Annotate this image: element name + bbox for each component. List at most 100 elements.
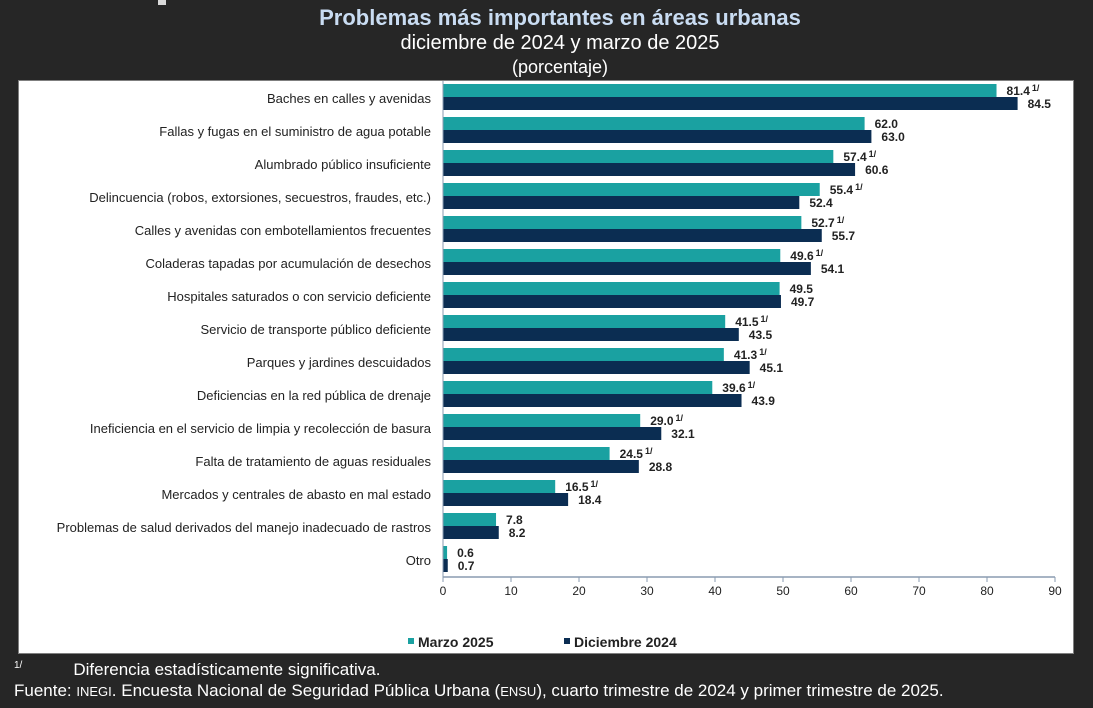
x-tick-label: 90 — [1048, 584, 1062, 598]
data-label: 57.4 1/ — [843, 149, 876, 164]
data-label: 63.0 — [881, 130, 905, 144]
category-label: Coladeras tapadas por acumulación de des… — [146, 256, 432, 271]
bar-marzo-2025 — [443, 282, 780, 295]
data-label: 0.6 — [457, 546, 474, 560]
x-tick-label: 0 — [440, 584, 447, 598]
category-label: Deficiencias en la red pública de drenaj… — [197, 388, 431, 403]
data-label: 28.8 — [649, 460, 673, 474]
bar-marzo-2025 — [443, 480, 556, 493]
category-label: Parques y jardines descuidados — [247, 355, 432, 370]
bar-marzo-2025 — [443, 117, 865, 130]
data-label: 60.6 — [865, 163, 889, 177]
data-label: 49.7 — [791, 295, 815, 309]
chart-title: Problemas más importantes en áreas urban… — [319, 5, 801, 30]
data-label: 55.4 1/ — [830, 182, 863, 197]
bar-marzo-2025 — [443, 381, 713, 394]
source-text-1: . Encuesta Nacional de Seguridad Pública… — [111, 681, 501, 700]
legend-swatch — [564, 638, 570, 644]
category-label: Servicio de transporte público deficient… — [200, 322, 431, 337]
bar-marzo-2025 — [443, 183, 820, 196]
data-label: 7.8 — [506, 513, 523, 527]
bar-diciembre-2024 — [443, 559, 448, 572]
bar-marzo-2025 — [443, 249, 781, 262]
category-label: Ineficiencia en el servicio de limpia y … — [90, 421, 432, 436]
bar-marzo-2025 — [443, 84, 997, 97]
bar-diciembre-2024 — [443, 460, 639, 473]
chart-panel: Baches en calles y avenidas 81.4 1/84.5 Fal… — [18, 80, 1074, 654]
legend-marzo-2025: Marzo 2025 — [418, 634, 494, 650]
category-label: Baches en calles y avenidas — [267, 91, 432, 106]
data-label: 49.5 — [790, 282, 814, 296]
data-label: 41.3 1/ — [734, 347, 767, 362]
data-label: 39.6 1/ — [722, 380, 755, 395]
x-tick-label: 10 — [504, 584, 518, 598]
footnote: 1/Diferencia estadísticamente significat… — [14, 660, 380, 680]
category-label: Calles y avenidas con embotellamientos f… — [135, 223, 432, 238]
bar-diciembre-2024 — [443, 229, 822, 242]
bar-diciembre-2024 — [443, 295, 781, 308]
category-label: Problemas de salud derivados del manejo … — [57, 520, 432, 535]
data-label: 24.5 1/ — [620, 446, 653, 461]
data-label: 32.1 — [671, 427, 695, 441]
x-tick-label: 70 — [912, 584, 926, 598]
category-label: Otro — [406, 553, 431, 568]
data-label: 45.1 — [760, 361, 784, 375]
bar-diciembre-2024 — [443, 394, 742, 407]
bar-diciembre-2024 — [443, 130, 872, 143]
bar-marzo-2025 — [443, 315, 726, 328]
bar-marzo-2025 — [443, 348, 724, 361]
data-label: 81.4 1/ — [1007, 83, 1040, 98]
bar-diciembre-2024 — [443, 262, 811, 275]
footnote-text: Diferencia estadísticamente significativ… — [73, 660, 381, 679]
source-line: Fuente: INEGI. Encuesta Nacional de Segu… — [14, 681, 944, 701]
data-label: 8.2 — [509, 526, 526, 540]
source-abbr: ENSU — [500, 684, 537, 699]
category-label: Delincuencia (robos, extorsiones, secues… — [89, 190, 431, 205]
bar-diciembre-2024 — [443, 493, 569, 506]
category-label: Falta de tratamiento de aguas residuales — [195, 454, 431, 469]
data-label: 41.5 1/ — [735, 314, 768, 329]
bar-diciembre-2024 — [443, 196, 800, 209]
bar-diciembre-2024 — [443, 427, 662, 440]
data-label: 29.0 1/ — [650, 413, 683, 428]
x-tick-label: 50 — [776, 584, 790, 598]
x-tick-label: 40 — [708, 584, 722, 598]
bar-marzo-2025 — [443, 414, 641, 427]
x-tick-label: 60 — [844, 584, 858, 598]
legend-swatch — [408, 638, 414, 644]
source-label: Fuente: — [14, 681, 72, 700]
data-label: 18.4 — [578, 493, 602, 507]
data-label: 43.9 — [752, 394, 776, 408]
bar-marzo-2025 — [443, 447, 610, 460]
category-label: Alumbrado público insuficiente — [255, 157, 431, 172]
data-label: 52.4 — [809, 196, 833, 210]
footnote-mark: 1/ — [14, 660, 23, 671]
bar-diciembre-2024 — [443, 526, 499, 539]
bar-diciembre-2024 — [443, 97, 1018, 110]
data-label: 62.0 — [875, 117, 899, 131]
data-label: 54.1 — [821, 262, 845, 276]
corner-mark — [158, 0, 166, 5]
bar-marzo-2025 — [443, 216, 802, 229]
bar-marzo-2025 — [443, 150, 834, 163]
source-text-2: ), cuarto trimestre de 2024 y primer tri… — [536, 681, 944, 700]
bar-marzo-2025 — [443, 513, 497, 526]
x-tick-label: 80 — [980, 584, 994, 598]
data-label: 43.5 — [749, 328, 773, 342]
source-org: INEGI — [76, 684, 112, 699]
bar-marzo-2025 — [443, 546, 448, 559]
bar-diciembre-2024 — [443, 328, 739, 341]
bar-chart: Baches en calles y avenidas 81.4 1/84.5 Fal… — [57, 81, 1062, 650]
x-tick-label: 20 — [572, 584, 586, 598]
data-label: 49.6 1/ — [790, 248, 823, 263]
data-label: 84.5 — [1028, 97, 1052, 111]
bar-diciembre-2024 — [443, 361, 750, 374]
data-label: 0.7 — [458, 559, 475, 573]
data-label: 55.7 — [832, 229, 856, 243]
category-label: Mercados y centrales de abasto en mal es… — [161, 487, 431, 502]
data-label: 52.7 1/ — [811, 215, 844, 230]
bar-diciembre-2024 — [443, 163, 856, 176]
legend-diciembre-2024: Diciembre 2024 — [574, 634, 677, 650]
category-label: Hospitales saturados o con servicio defi… — [167, 289, 431, 304]
chart-unit: (porcentaje) — [511, 57, 609, 77]
